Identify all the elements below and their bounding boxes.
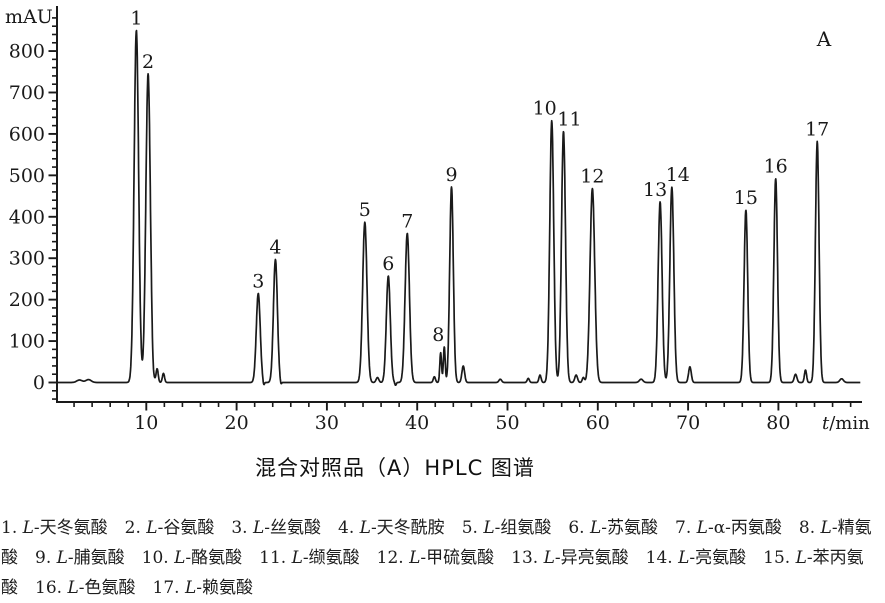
legend-item-14: 14. L-亮氨酸 (645, 548, 747, 568)
x-axis-unit-label: t/min (822, 413, 870, 434)
peak-label-17: 17 (805, 118, 829, 140)
legend-item-7: 7. L-α-丙氨酸 (675, 518, 782, 538)
axis-tick-labels: 0 100 200 300 400 500 600 700 800 10 20 30 40 50 60 70 8… (5, 6, 870, 434)
legend-item-3: 3. L-丝氨酸 (231, 518, 322, 538)
x-tick-label: 10 (134, 412, 158, 434)
signal-trace (56, 29, 861, 387)
panel-label: A (816, 27, 832, 51)
legend-item-13: 13. L-异亮氨酸 (511, 548, 629, 568)
legend-item-16: 16. L-色氨酸 (35, 578, 136, 598)
peak-label-10: 10 (533, 98, 557, 120)
peak-label-13: 13 (643, 179, 667, 201)
axis-ticks (48, 17, 852, 411)
peak-label-9: 9 (445, 164, 457, 186)
peak-label-4: 4 (269, 237, 281, 259)
peak-label-5: 5 (359, 199, 371, 221)
peak-label-11: 11 (557, 108, 581, 130)
chromatogram-curve (56, 29, 861, 387)
peak-label-3: 3 (252, 270, 264, 292)
legend-item-11: 11. L-缬氨酸 (259, 548, 360, 568)
legend-item-1: 1. L-天冬氨酸 (1, 518, 108, 538)
legend-item-10: 10. L-酪氨酸 (141, 548, 243, 568)
y-tick-label: 0 (33, 372, 45, 394)
x-tick-label: 30 (315, 412, 339, 434)
y-tick-label: 700 (9, 82, 45, 104)
x-tick-label: 40 (405, 412, 429, 434)
legend-item-15: 15. L-苯丙氨酸 (1, 548, 864, 598)
y-tick-label: 800 (9, 41, 45, 63)
peak-label-6: 6 (382, 253, 394, 275)
figure-caption: 混合对照品（A）HPLC 图谱 (255, 456, 535, 480)
legend-item-5: 5. L-组氨酸 (461, 518, 552, 538)
peak-label-14: 14 (666, 164, 690, 186)
x-tick-label: 80 (766, 412, 790, 434)
peak-label-16: 16 (764, 156, 788, 178)
x-tick-label: 70 (676, 412, 700, 434)
y-tick-label: 100 (9, 331, 45, 353)
peak-legend: 1. L-天冬氨酸 2. L-谷氨酸 3. L-丝氨酸 4. L-天冬酰胺 5. L-组… (0, 513, 884, 603)
x-tick-label: 50 (495, 412, 519, 434)
hplc-chromatogram: 0 100 200 300 400 500 600 700 800 10 20 30 40 50 60 70 8… (5, 6, 870, 434)
legend-item-6: 6. L-苏氨酸 (568, 518, 659, 538)
legend-item-2: 2. L-谷氨酸 (124, 518, 215, 538)
peak-label-2: 2 (142, 51, 154, 73)
peak-label-1: 1 (130, 7, 142, 29)
peak-label-7: 7 (401, 210, 413, 232)
y-tick-label: 400 (9, 206, 45, 228)
x-tick-label: 20 (225, 412, 249, 434)
axes (56, 6, 862, 403)
y-axis-unit-label: mAU (5, 6, 53, 28)
peak-label-12: 12 (580, 166, 604, 188)
chromatogram-svg: 0 100 200 300 400 500 600 700 800 10 20 30 40 50 60 70 8… (5, 6, 870, 434)
legend-item-4: 4. L-天冬酰胺 (338, 518, 445, 538)
peak-label-15: 15 (734, 187, 758, 209)
y-tick-label: 500 (9, 165, 45, 187)
y-tick-label: 600 (9, 123, 45, 145)
x-tick-label: 60 (586, 412, 610, 434)
y-tick-label: 200 (9, 289, 45, 311)
y-tick-label: 300 (9, 248, 45, 270)
legend-item-8: 8. L-精氨酸 (1, 518, 872, 568)
peak-label-8: 8 (432, 324, 444, 346)
legend-item-12: 12. L-甲硫氨酸 (376, 548, 495, 568)
legend-item-17: 17. L-赖氨酸 (152, 578, 254, 598)
legend-item-9: 9. L-脯氨酸 (35, 548, 125, 568)
